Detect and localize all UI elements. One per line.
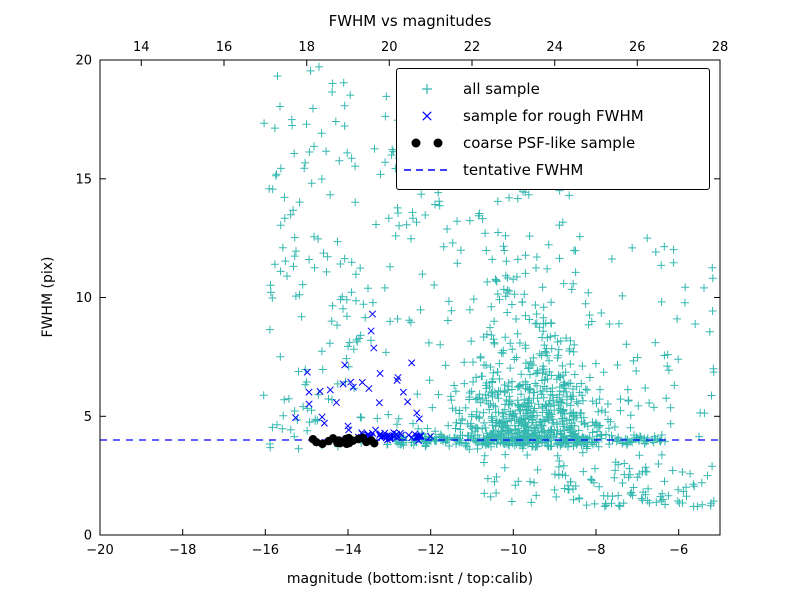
legend-label: tentative FWHM (463, 160, 584, 179)
legend: all sample sample for rough FWHM coarse PS… (396, 68, 710, 190)
ytick-label: 0 (84, 529, 92, 544)
xtick-top-label: 14 (133, 40, 150, 55)
xtick-bottom-label: −6 (669, 543, 688, 558)
xtick-bottom-label: −12 (417, 543, 444, 558)
dashed-line-legend-marker-icon (404, 168, 450, 171)
xtick-top-label: 20 (381, 40, 398, 55)
plus-legend-marker-icon (422, 83, 432, 94)
ytick-label: 5 (84, 410, 92, 425)
legend-item-tentative-fwhm: tentative FWHM (401, 156, 705, 183)
legend-label: sample for rough FWHM (463, 106, 644, 125)
legend-label: all sample (463, 79, 540, 98)
xtick-top-label: 18 (298, 40, 315, 55)
legend-label: coarse PSF-like sample (463, 133, 636, 152)
xtick-bottom-label: −10 (500, 543, 527, 558)
xtick-bottom-label: −20 (86, 543, 113, 558)
ytick-label: 15 (75, 172, 92, 187)
ytick-label: 10 (75, 291, 92, 306)
xtick-top-label: 16 (216, 40, 233, 55)
ytick-label: 20 (75, 54, 92, 69)
x-legend-marker-icon (422, 110, 432, 121)
xtick-top-label: 22 (464, 40, 481, 55)
legend-item-sample-for-rough-fwhm: sample for rough FWHM (401, 102, 705, 129)
legend-item-coarse-psf-like-sample: coarse PSF-like sample (401, 129, 705, 156)
chart-title: FWHM vs magnitudes (328, 12, 492, 30)
xtick-top-label: 24 (546, 40, 563, 55)
dot-legend-marker-icon (411, 138, 443, 147)
series-coarse-psf-like-sample (308, 433, 379, 449)
axis-ticks (99, 59, 721, 536)
xtick-bottom-label: −18 (169, 543, 196, 558)
axis-tick-labels: −20 −18 −16 −14 −12 −10 −8 −6 14 16 18 20 22 24 26 28 0 5… (75, 40, 728, 558)
xtick-top-label: 28 (712, 40, 729, 55)
xtick-bottom-label: −8 (586, 543, 605, 558)
xtick-bottom-label: −16 (252, 543, 279, 558)
series-all-sample (259, 62, 718, 511)
legend-item-all-sample: all sample (401, 75, 705, 102)
xtick-bottom-label: −14 (334, 543, 361, 558)
x-axis-label: magnitude (bottom:isnt / top:calib) (286, 571, 534, 587)
xtick-top-label: 26 (629, 40, 646, 55)
y-axis-label: FWHM (pix) (40, 256, 56, 338)
